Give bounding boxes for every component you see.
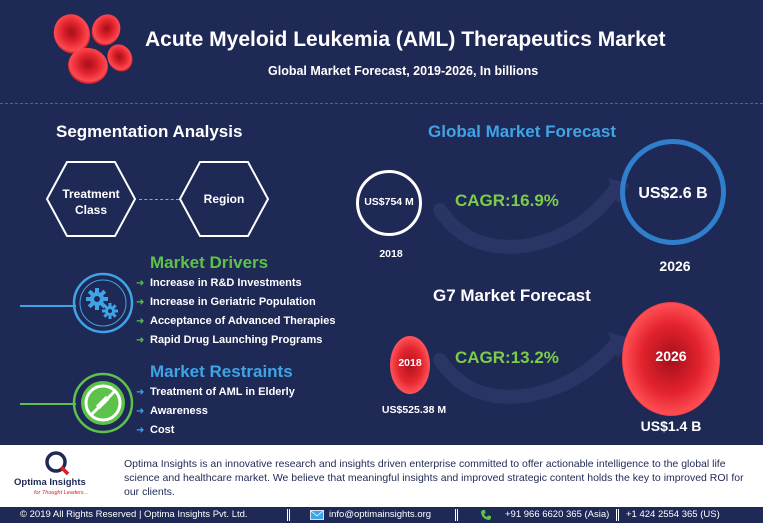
hexagon-treatment-line1: Treatment bbox=[62, 187, 120, 201]
gears-icon bbox=[72, 272, 134, 334]
global-2018-value: US$754 M bbox=[364, 196, 414, 208]
arrow-right-icon: ➜ bbox=[136, 316, 145, 327]
phone-icon bbox=[481, 510, 491, 520]
list-item: ➜ Rapid Drug Launching Programs bbox=[136, 331, 335, 350]
global-2026-value: US$2.6 B bbox=[638, 185, 708, 202]
driver-text: Acceptance of Advanced Therapies bbox=[150, 315, 336, 327]
list-item: ➜ Increase in R&D Investments bbox=[136, 274, 335, 293]
restraint-text: Cost bbox=[150, 424, 175, 436]
global-2026-year: 2026 bbox=[659, 258, 691, 274]
hexagon-treatment-label: Treatment Class bbox=[45, 186, 137, 218]
hexagon-region-label: Region bbox=[203, 192, 245, 206]
g7-2018-value: US$525.38 M bbox=[381, 404, 447, 416]
g7-2026-value: US$1.4 B bbox=[640, 418, 702, 434]
separator bbox=[616, 509, 619, 521]
hexagon-treatment-class bbox=[45, 161, 137, 237]
red-blood-cell-small bbox=[390, 336, 430, 394]
contact-bar: © 2019 All Rights Reserved | Optima Insi… bbox=[0, 507, 763, 523]
prohibited-syringe-icon bbox=[72, 372, 134, 434]
restraints-title: Market Restraints bbox=[150, 362, 293, 381]
email-icon bbox=[310, 510, 324, 520]
arrow-right-icon: ➜ bbox=[136, 387, 145, 398]
arrow-right-icon: ➜ bbox=[136, 425, 145, 436]
hexagon-treatment-line2: Class bbox=[74, 203, 108, 217]
separator bbox=[287, 509, 290, 521]
list-item: ➜ Awareness bbox=[136, 402, 295, 421]
arrow-right-icon: ➜ bbox=[136, 335, 145, 346]
growth-arrow-icon bbox=[433, 332, 630, 404]
arrow-right-icon: ➜ bbox=[136, 278, 145, 289]
separator bbox=[455, 509, 458, 521]
company-about: Optima Insights is an innovative researc… bbox=[124, 458, 744, 498]
footer-panel: Optima Insights for Thought Leaders... O… bbox=[0, 445, 763, 507]
g7-2018-year: 2018 bbox=[398, 357, 422, 369]
list-item: ➜ Treatment of AML in Elderly bbox=[136, 383, 295, 402]
arrow-right-icon: ➜ bbox=[136, 406, 145, 417]
phone-asia: +91 966 6620 365 (Asia) bbox=[505, 509, 610, 520]
global-cagr: CAGR:16.9% bbox=[455, 191, 559, 210]
restraints-list: ➜ Treatment of AML in Elderly ➜ Awareness … bbox=[136, 383, 295, 440]
hexagon-connector bbox=[139, 199, 179, 200]
logo-name: Optima Insights bbox=[14, 477, 86, 488]
header-divider bbox=[0, 103, 763, 104]
phone-us: +1 424 2554 365 (US) bbox=[626, 509, 720, 520]
list-item: ➜ Acceptance of Advanced Therapies bbox=[136, 312, 335, 331]
drivers-rule bbox=[20, 305, 76, 307]
driver-text: Rapid Drug Launching Programs bbox=[150, 334, 323, 346]
page-title: Acute Myeloid Leukemia (AML) Therapeutic… bbox=[145, 28, 666, 51]
driver-text: Increase in R&D Investments bbox=[150, 277, 302, 289]
list-item: ➜ Cost bbox=[136, 421, 295, 440]
g7-forecast-title: G7 Market Forecast bbox=[433, 286, 591, 305]
list-item: ➜ Increase in Geriatric Population bbox=[136, 293, 335, 312]
logo-tagline: for Thought Leaders... bbox=[34, 490, 89, 496]
drivers-list: ➜ Increase in R&D Investments ➜ Increase i… bbox=[136, 274, 335, 350]
company-logo: Optima Insights for Thought Leaders... bbox=[0, 445, 116, 507]
email-link[interactable]: info@optimainsights.org bbox=[329, 509, 432, 520]
optima-logo-icon bbox=[45, 451, 70, 476]
global-2018-circle bbox=[356, 170, 422, 236]
hexagon-region bbox=[178, 161, 270, 237]
g7-cagr: CAGR:13.2% bbox=[455, 348, 559, 367]
drivers-title: Market Drivers bbox=[150, 253, 269, 272]
copyright-text: © 2019 All Rights Reserved | Optima Insi… bbox=[20, 509, 248, 520]
arrow-right-icon: ➜ bbox=[136, 297, 145, 308]
global-2026-circle bbox=[620, 139, 726, 245]
restraint-text: Awareness bbox=[150, 405, 208, 417]
global-forecast-title: Global Market Forecast bbox=[428, 122, 617, 141]
restraints-rule bbox=[20, 403, 76, 405]
page-subtitle: Global Market Forecast, 2019-2026, In bi… bbox=[268, 64, 539, 78]
restraint-text: Treatment of AML in Elderly bbox=[150, 386, 295, 398]
driver-text: Increase in Geriatric Population bbox=[150, 296, 316, 308]
segmentation-title: Segmentation Analysis bbox=[56, 122, 243, 141]
red-blood-cells-icon bbox=[53, 14, 133, 85]
red-blood-cell-large bbox=[622, 302, 720, 416]
g7-2026-year: 2026 bbox=[655, 348, 687, 364]
global-2018-year: 2018 bbox=[379, 248, 403, 260]
